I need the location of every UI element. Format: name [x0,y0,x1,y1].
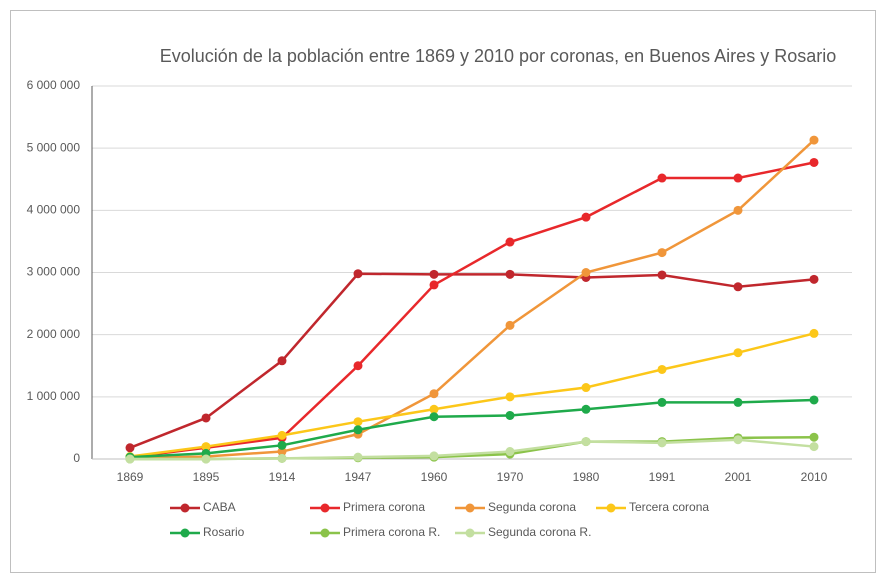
data-point [657,438,667,448]
data-point [733,205,743,215]
x-tick-label: 2010 [801,470,828,484]
legend-label: Segunda corona R. [488,525,591,539]
series-line [129,272,815,449]
legend-label: Primera corona [343,500,425,514]
data-point [657,364,667,374]
data-point [429,451,439,461]
data-point [505,237,515,247]
data-point [277,356,287,366]
legend-label: Tercera corona [629,500,709,514]
data-point [733,282,743,292]
data-point [429,389,439,399]
data-point [353,417,363,427]
data-point [505,392,515,402]
data-point [505,410,515,420]
data-point [657,173,667,183]
data-point [581,437,591,447]
legend-marker [180,528,190,538]
data-point [581,404,591,414]
legend-marker [606,503,616,513]
data-point [809,328,819,338]
chart-title: Evolución de la población entre 1869 y 2… [160,46,836,66]
data-point [809,274,819,284]
data-point [733,173,743,183]
data-point [809,135,819,145]
legend-marker [320,503,330,513]
y-tick-label: 2 000 000 [27,327,81,341]
legend-marker [465,528,475,538]
data-point [353,361,363,371]
data-point [125,443,135,453]
data-point [809,432,819,442]
legend-marker [320,528,330,538]
data-point [657,248,667,258]
data-point [277,453,287,463]
data-point [581,212,591,222]
y-tick-label: 4 000 000 [27,203,81,217]
data-point [201,442,211,452]
data-point [201,413,211,423]
series-line [129,139,815,460]
legend-label: CABA [203,500,236,514]
data-point [657,270,667,280]
data-point [429,412,439,422]
y-tick-label: 0 [73,451,80,465]
legend-label: Segunda corona [488,500,576,514]
data-point [733,348,743,358]
data-point [733,435,743,445]
x-tick-label: 1947 [345,470,372,484]
y-tick-label: 3 000 000 [27,265,81,279]
data-point [505,447,515,457]
data-point [505,320,515,330]
data-point [809,395,819,405]
data-point [429,269,439,279]
data-point [809,157,819,167]
data-point [277,447,287,457]
data-point [353,452,363,462]
data-point [581,383,591,393]
data-point [657,397,667,407]
x-tick-label: 1869 [117,470,144,484]
data-point [733,397,743,407]
x-tick-label: 1895 [193,470,220,484]
y-tick-label: 6 000 000 [27,78,81,92]
data-point [429,404,439,414]
legend-marker [465,503,475,513]
data-point [429,280,439,290]
x-tick-label: 1980 [573,470,600,484]
data-point [201,454,211,464]
x-tick-label: 1970 [497,470,524,484]
y-tick-label: 1 000 000 [27,389,81,403]
data-point [505,269,515,279]
x-tick-label: 1960 [421,470,448,484]
series-line [129,398,815,459]
data-point [581,268,591,277]
data-point [125,454,135,464]
data-point [277,440,287,450]
legend-marker [180,503,190,513]
series-line [130,438,815,461]
data-point [353,269,363,279]
y-tick-label: 5 000 000 [27,140,81,154]
data-point [277,430,287,440]
x-tick-label: 1914 [269,470,296,484]
series-line [129,161,815,459]
series-line [129,332,815,458]
data-point [809,442,819,452]
legend-label: Primera corona R. [343,525,440,539]
x-tick-label: 1991 [649,470,676,484]
legend-label: Rosario [203,525,245,539]
data-point [353,425,363,435]
x-tick-label: 2001 [725,470,752,484]
chart-border [10,10,876,573]
